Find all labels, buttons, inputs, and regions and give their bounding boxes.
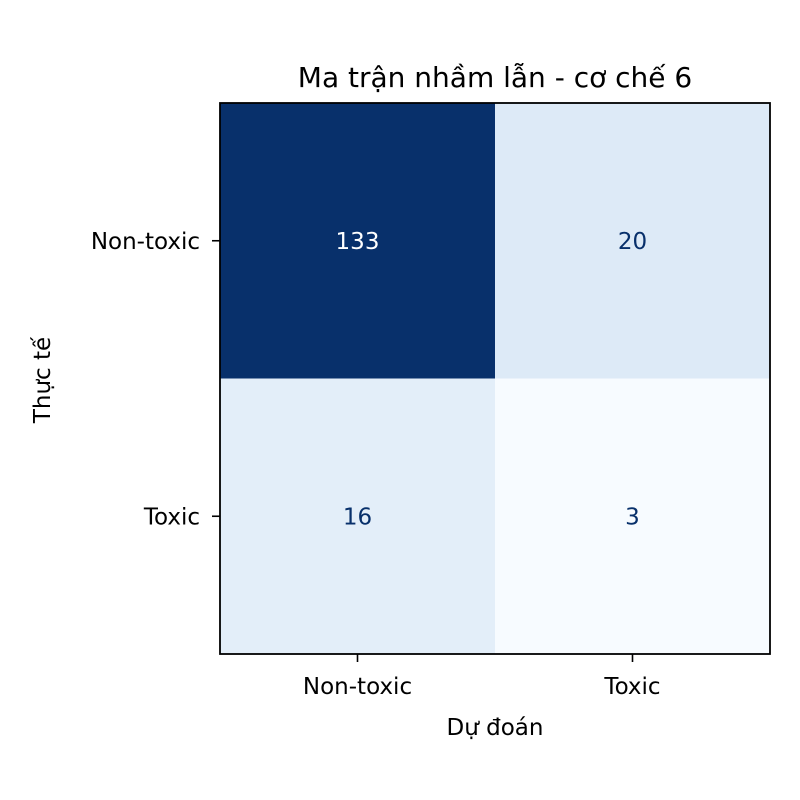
plot-frame <box>219 102 771 655</box>
cell-value-label: 16 <box>343 504 372 530</box>
x-axis-label: Dự đoán <box>447 715 544 741</box>
axis-ticks: Non-toxic Toxic Non-toxic Toxic <box>91 229 661 700</box>
heatmap-cell <box>495 378 770 654</box>
cell-value-label: 133 <box>336 229 380 255</box>
x-tick-label: Toxic <box>603 674 660 700</box>
x-tick-label: Non-toxic <box>303 674 412 700</box>
y-tick-label: Non-toxic <box>91 229 200 255</box>
y-axis-label: Thực tế <box>30 336 56 424</box>
chart-title: Ma trận nhầm lẫn - cơ chế 6 <box>298 61 692 94</box>
heatmap-cells: 133 20 16 3 <box>220 103 770 654</box>
heatmap-cell <box>495 103 770 379</box>
cell-value-label: 3 <box>625 504 640 530</box>
heatmap-cell <box>220 103 495 379</box>
cell-value-label: 20 <box>618 229 647 255</box>
heatmap-cell <box>220 378 495 654</box>
y-tick-label: Toxic <box>143 504 200 530</box>
